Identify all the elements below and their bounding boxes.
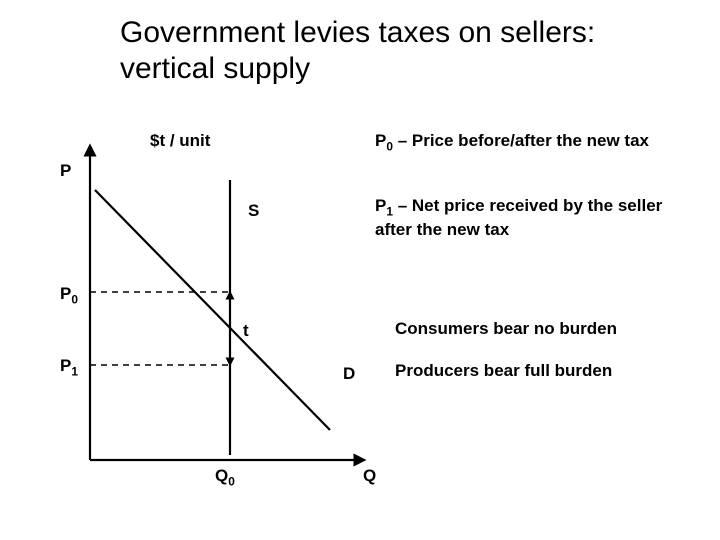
axis-label-q: Q — [363, 465, 376, 486]
tax-per-unit-label: $t / unit — [150, 130, 210, 151]
producers-burden-text: Producers bear full burden — [395, 360, 695, 381]
consumers-burden-text: Consumers bear no burden — [395, 318, 695, 339]
p0-axis-label: P0 — [60, 283, 78, 307]
desc-p0: P0 – Price before/after the new tax — [375, 130, 685, 154]
supply-label: S — [248, 200, 259, 221]
axis-label-p: P — [60, 160, 71, 181]
slide-title: Government levies taxes on sellers: vert… — [120, 15, 620, 87]
desc-p1: P1 – Net price received by the seller af… — [375, 195, 695, 241]
economics-chart — [60, 140, 400, 510]
q0-axis-label: Q0 — [215, 465, 235, 489]
demand-label: D — [343, 363, 355, 384]
tax-label-t: t — [243, 320, 249, 341]
p1-axis-label: P1 — [60, 355, 78, 379]
demand-curve — [95, 190, 330, 430]
